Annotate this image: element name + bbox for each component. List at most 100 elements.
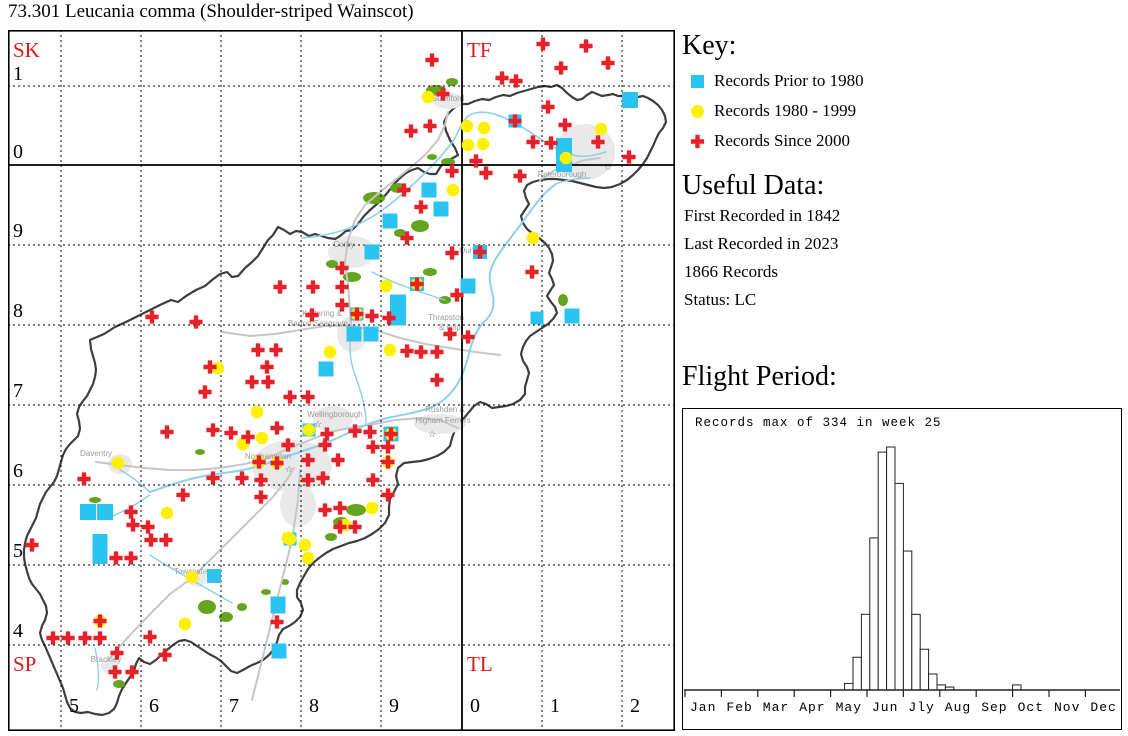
town-label: Barton Seagrave [288, 319, 349, 328]
grid-col-label: 5 [69, 695, 79, 717]
record-marker-circle [365, 501, 379, 515]
month-label: Jan [690, 700, 716, 715]
record-count-line: 1866 Records [684, 262, 778, 281]
poi-star-icon: ☆ [604, 163, 612, 173]
record-marker-cross [579, 39, 593, 53]
histogram-bar [936, 684, 946, 691]
record-marker-square [92, 534, 108, 564]
record-marker-circle [111, 456, 125, 470]
grid-col-label: 2 [630, 695, 640, 717]
flight-period-heading: Flight Period: [682, 361, 837, 392]
histogram-bar [919, 648, 930, 691]
record-marker-cross [423, 119, 437, 133]
record-marker-circle [255, 431, 269, 445]
record-marker-cross [509, 74, 523, 88]
month-label: Sep [981, 700, 1007, 715]
record-markers [25, 37, 638, 679]
chart-max-annotation: Records max of 334 in week 25 [695, 416, 942, 430]
roads [95, 111, 601, 701]
record-marker-square [97, 504, 113, 520]
grid-100km-letters: SK [13, 38, 40, 62]
record-marker-square [390, 294, 406, 326]
key-item-label: Records Prior to 1980 [714, 71, 864, 90]
grid-row-label: 1 [13, 63, 23, 85]
grid-row-label: 0 [13, 141, 23, 163]
record-marker-square [421, 182, 437, 198]
record-marker-cross [495, 71, 509, 85]
month-label: Jly [908, 700, 934, 715]
key-item-prior-1980: Records Prior to 1980 [690, 71, 864, 91]
record-marker-square [318, 361, 334, 377]
flight-period-histogram: Jan Feb Mar Apr May Jun Jly Aug Sep Oct Nov Dec [684, 446, 1123, 715]
town-label: Peterborough [538, 170, 586, 179]
record-marker-circle [594, 122, 608, 136]
grid-col-label: 7 [229, 695, 239, 717]
useful-data-heading: Useful Data: [682, 170, 825, 201]
circle-marker-icon [691, 104, 704, 118]
record-marker-square [346, 326, 362, 342]
histogram-bar [886, 446, 896, 691]
grid-col-label: 1 [550, 695, 560, 717]
record-marker-square [207, 569, 221, 583]
record-marker-square [564, 308, 580, 324]
record-marker-circle [421, 90, 435, 104]
record-marker-circle [559, 151, 573, 165]
town-label: Brackley [91, 655, 122, 664]
page-title: 73.301 Leucania comma (Shoulder-striped … [8, 1, 414, 22]
first-recorded-line: First Recorded in 1842 [684, 206, 841, 225]
record-marker-cross [554, 61, 568, 75]
record-marker-circle [446, 183, 460, 197]
grid-lines [8, 30, 675, 731]
record-marker-square [364, 244, 380, 260]
cross-marker-icon [690, 134, 705, 148]
grid-col-label: 0 [470, 695, 480, 717]
square-marker-icon [691, 74, 704, 88]
record-marker-circle [283, 532, 297, 546]
record-marker-circle [477, 121, 491, 135]
histogram-bar [860, 613, 871, 691]
record-marker-circle [160, 506, 174, 520]
poi-star-icon: ☆ [285, 465, 293, 475]
key-heading: Key: [682, 30, 737, 61]
histogram-bar [1012, 684, 1022, 691]
flight-period-chart: Records max of 334 in week 25 Jan Feb Mar A… [682, 408, 1123, 730]
histogram-bar [894, 482, 904, 691]
record-marker-circle [298, 538, 312, 552]
record-marker-cross [404, 124, 418, 138]
grid-100km-letters: TL [467, 652, 493, 676]
town-label: Oundle [459, 246, 485, 255]
record-marker-circle [185, 570, 199, 584]
grid-row-label: 4 [13, 620, 23, 642]
record-marker-square [270, 596, 286, 614]
grid-100km-letters: SP [13, 652, 36, 676]
record-marker-square [363, 326, 379, 342]
record-marker-square [80, 504, 96, 520]
record-marker-circle [476, 137, 490, 151]
record-marker-cross [601, 56, 615, 70]
record-marker-circle [379, 279, 393, 293]
grid-col-label: 6 [149, 695, 159, 717]
record-marker-square [622, 92, 638, 108]
last-recorded-line: Last Recorded in 2023 [684, 234, 839, 253]
record-marker-circle [301, 551, 315, 565]
month-label: Oct [1018, 700, 1044, 715]
poi-star-icon: ☆ [428, 430, 436, 440]
record-marker-circle [383, 343, 397, 357]
grid-col-label: 8 [309, 695, 319, 717]
record-marker-cross [536, 37, 550, 51]
month-label: May [836, 700, 862, 715]
record-marker-circle [302, 423, 316, 437]
record-marker-circle [460, 119, 474, 133]
month-label: Aug [945, 700, 971, 715]
key-item-since-2000: Records Since 2000 [690, 131, 850, 151]
month-label: Dec [1090, 700, 1116, 715]
town-label: Stamford [432, 94, 464, 103]
grid-row-label: 6 [13, 460, 23, 482]
town-label: Kettering & [302, 309, 342, 318]
month-label: Feb [726, 700, 752, 715]
histogram-bar [877, 451, 888, 691]
record-marker-circle [461, 138, 475, 152]
record-marker-circle [526, 231, 540, 245]
grid-col-label: 9 [389, 695, 399, 717]
